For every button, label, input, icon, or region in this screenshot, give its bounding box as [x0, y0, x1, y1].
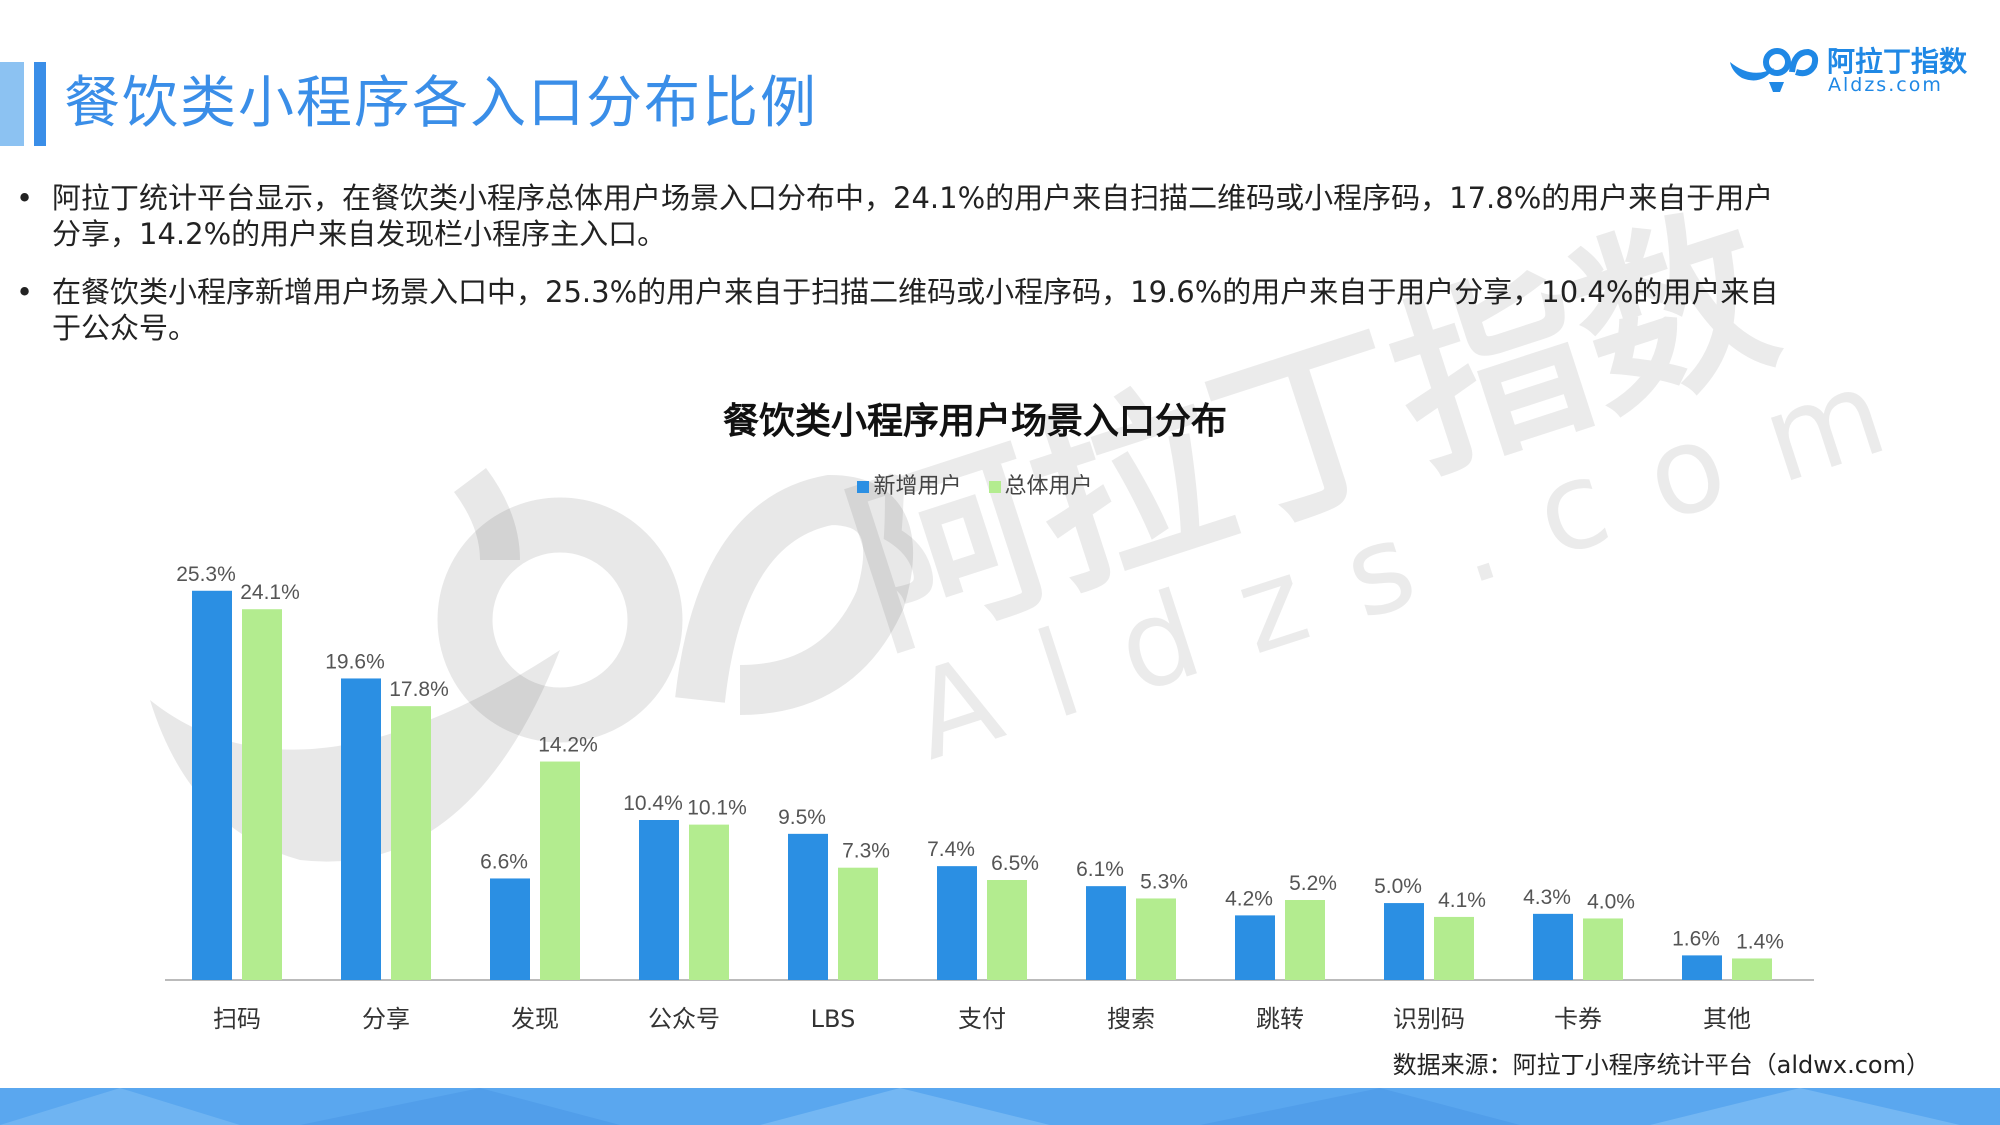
bar-total-users [1136, 898, 1176, 980]
header-accent-bar [0, 62, 24, 146]
bullet-text: 在餐饮类小程序新增用户场景入口中，25.3%的用户来自于扫描二维码或小程序码，1… [52, 275, 1779, 345]
x-tick-label: 支付 [958, 1005, 1006, 1033]
footer-band [0, 1088, 2000, 1125]
legend-label: 总体用户 [1004, 474, 1093, 499]
bullet-text: 阿拉丁统计平台显示，在餐饮类小程序总体用户场景入口分布中，24.1%的用户来自扫… [52, 181, 1774, 251]
bar-total-users [1434, 916, 1474, 980]
bar-new-users [1533, 913, 1573, 980]
data-label: 25.3% [176, 563, 236, 586]
summary-bullets: • 阿拉丁统计平台显示，在餐饮类小程序总体用户场景入口分布中，24.1%的用户来… [16, 180, 1796, 368]
bar-new-users [341, 678, 381, 980]
data-label: 5.0% [1374, 875, 1422, 898]
bar-total-users [391, 706, 431, 980]
x-tick-label: 搜索 [1107, 1005, 1155, 1033]
bar-total-users [689, 824, 729, 980]
x-tick-label: 跳转 [1256, 1005, 1304, 1033]
data-label: 24.1% [240, 581, 300, 604]
legend-swatch [988, 481, 1001, 493]
x-tick-label: 识别码 [1393, 1005, 1465, 1033]
bar-new-users [192, 590, 232, 980]
brand-logo: 阿拉丁指数 Aldzs.com [1722, 38, 1972, 102]
data-label: 10.1% [687, 797, 747, 820]
chart-legend: 新增用户 总体用户 [0, 468, 1950, 500]
data-label: 6.6% [480, 850, 528, 873]
bar-total-users [838, 867, 878, 980]
data-label: 4.0% [1587, 890, 1635, 913]
x-tick-label: 分享 [362, 1005, 410, 1033]
bar-total-users [242, 609, 282, 980]
data-label: 4.3% [1523, 886, 1571, 909]
logo-text: 阿拉丁指数 [1827, 45, 1968, 78]
chart-title: 餐饮类小程序用户场景入口分布 [722, 401, 1227, 442]
bar-total-users [1285, 900, 1325, 980]
bullet-dot: • [16, 181, 34, 215]
data-label: 1.4% [1736, 930, 1784, 953]
x-tick-label: 公众号 [648, 1005, 720, 1033]
lamp-icon [1730, 48, 1819, 92]
x-tick-label: 发现 [511, 1005, 559, 1033]
data-label: 5.2% [1289, 872, 1337, 895]
bullet-dot: • [16, 275, 34, 309]
bullet-item: • 在餐饮类小程序新增用户场景入口中，25.3%的用户来自于扫描二维码或小程序码… [16, 274, 1796, 346]
bar-total-users [540, 761, 580, 980]
page-title: 餐饮类小程序各入口分布比例 [64, 71, 818, 136]
bar-total-users [1583, 918, 1623, 980]
bar-new-users [1235, 915, 1275, 980]
data-label: 5.3% [1140, 870, 1188, 893]
bar-total-users [1732, 958, 1772, 980]
legend-item: 新增用户 [857, 468, 962, 500]
legend-swatch [857, 481, 870, 493]
logo-subtext: Aldzs.com [1828, 74, 1943, 96]
x-tick-label: 扫码 [213, 1005, 261, 1033]
data-label: 4.1% [1438, 889, 1486, 912]
x-tick-label: 其他 [1703, 1005, 1751, 1033]
data-label: 6.1% [1076, 858, 1124, 881]
bar-new-users [639, 820, 679, 980]
data-label: 7.4% [927, 838, 975, 861]
bar-new-users [1384, 903, 1424, 980]
bar-new-users [788, 833, 828, 980]
bullet-item: • 阿拉丁统计平台显示，在餐饮类小程序总体用户场景入口分布中，24.1%的用户来… [16, 180, 1796, 252]
x-tick-label: 卡券 [1554, 1005, 1602, 1033]
data-label: 9.5% [778, 806, 826, 829]
data-label: 6.5% [991, 852, 1039, 875]
bar-new-users [937, 866, 977, 980]
legend-item: 总体用户 [988, 468, 1093, 500]
header-bar [34, 62, 46, 146]
bar-total-users [987, 880, 1027, 980]
x-tick-label: LBS [811, 1005, 856, 1033]
bar-new-users [1086, 886, 1126, 980]
data-source-note: 数据来源：阿拉丁小程序统计平台（aldwx.com） [1392, 1051, 1930, 1079]
footer-decoration [0, 1088, 1960, 1125]
bar-new-users [490, 878, 530, 980]
data-label: 4.2% [1225, 887, 1273, 910]
legend-label: 新增用户 [873, 474, 962, 499]
data-label: 1.6% [1672, 927, 1720, 950]
bar-new-users [1682, 955, 1722, 980]
data-label: 17.8% [389, 678, 449, 701]
data-label: 7.3% [842, 840, 890, 863]
data-label: 19.6% [325, 650, 385, 673]
data-label: 14.2% [538, 734, 598, 757]
data-label: 10.4% [623, 792, 683, 815]
